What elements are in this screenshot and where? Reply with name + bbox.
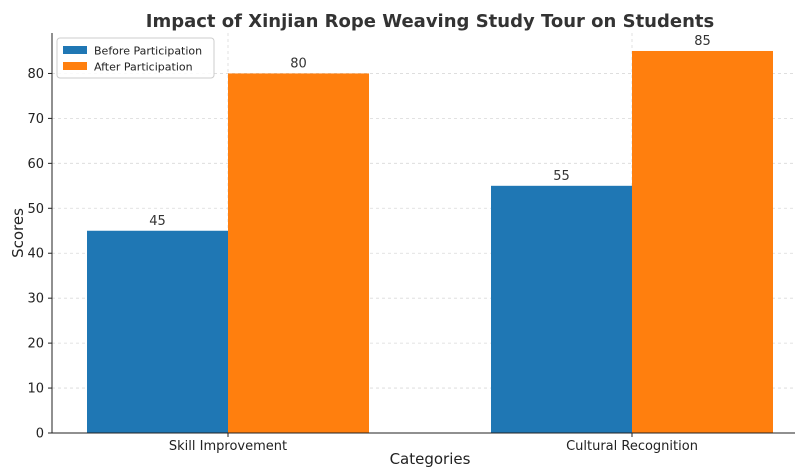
chart-title: Impact of Xinjian Rope Weaving Study Tou… bbox=[146, 11, 714, 32]
y-tick-label: 40 bbox=[27, 247, 44, 262]
bar-after-1 bbox=[228, 73, 369, 434]
data-label: 55 bbox=[553, 169, 570, 184]
y-tick-label: 30 bbox=[27, 292, 44, 307]
bars bbox=[87, 50, 773, 434]
y-tick-label: 50 bbox=[27, 202, 44, 217]
legend: Before Participation After Participation bbox=[56, 37, 215, 79]
axes bbox=[51, 33, 795, 434]
y-tick-label: 10 bbox=[27, 382, 44, 397]
x-tick-label: Skill Improvement bbox=[169, 439, 287, 454]
x-tick-label: Cultural Recognition bbox=[566, 439, 698, 454]
y-tick-label: 60 bbox=[27, 157, 44, 172]
y-tick-label: 20 bbox=[27, 337, 44, 352]
x-axis-ticks: Skill Improvement Cultural Recognition bbox=[169, 433, 698, 454]
data-label: 85 bbox=[694, 34, 711, 49]
x-axis-label: Categories bbox=[390, 450, 471, 467]
legend-swatch bbox=[63, 46, 87, 54]
y-tick-label: 0 bbox=[36, 427, 44, 442]
y-tick-label: 80 bbox=[27, 67, 44, 82]
y-axis-ticks: 0 10 20 30 40 50 60 70 80 bbox=[27, 67, 52, 442]
legend-swatch bbox=[63, 62, 87, 70]
data-label: 45 bbox=[149, 214, 166, 229]
legend-label: After Participation bbox=[94, 61, 193, 74]
y-axis-label: Scores bbox=[9, 208, 27, 258]
bar-before-2 bbox=[491, 185, 632, 433]
data-label: 80 bbox=[290, 56, 307, 71]
bar-after-2 bbox=[632, 50, 773, 433]
y-tick-label: 70 bbox=[27, 112, 44, 127]
data-labels: 45 80 55 85 bbox=[149, 34, 711, 229]
bar-before-1 bbox=[87, 230, 228, 433]
legend-box bbox=[56, 37, 215, 79]
legend-label: Before Participation bbox=[94, 45, 202, 58]
